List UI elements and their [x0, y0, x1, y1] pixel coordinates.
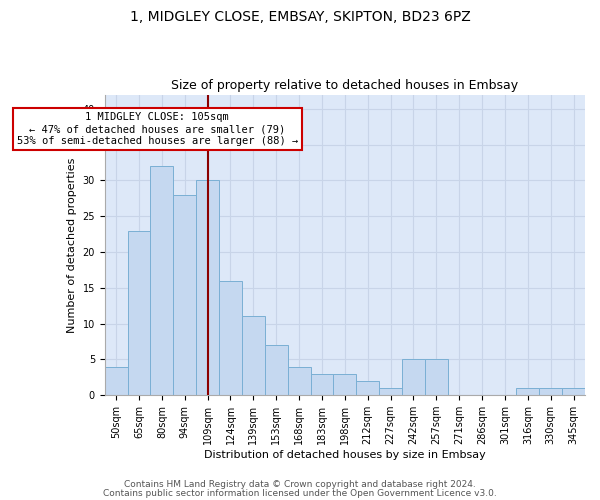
Bar: [334, 374, 356, 395]
Bar: [242, 316, 265, 395]
Bar: [402, 360, 425, 395]
Bar: [562, 388, 585, 395]
Bar: [311, 374, 334, 395]
Text: Contains HM Land Registry data © Crown copyright and database right 2024.: Contains HM Land Registry data © Crown c…: [124, 480, 476, 489]
Y-axis label: Number of detached properties: Number of detached properties: [67, 157, 77, 332]
Bar: [425, 360, 448, 395]
Title: Size of property relative to detached houses in Embsay: Size of property relative to detached ho…: [171, 79, 518, 92]
Bar: [356, 381, 379, 395]
Bar: [151, 166, 173, 395]
Text: 1 MIDGLEY CLOSE: 105sqm
← 47% of detached houses are smaller (79)
53% of semi-de: 1 MIDGLEY CLOSE: 105sqm ← 47% of detache…: [17, 112, 298, 146]
Bar: [517, 388, 539, 395]
Bar: [287, 366, 311, 395]
Bar: [265, 345, 287, 395]
Bar: [539, 388, 562, 395]
Bar: [219, 280, 242, 395]
Bar: [173, 195, 196, 395]
Bar: [104, 366, 128, 395]
Text: Contains public sector information licensed under the Open Government Licence v3: Contains public sector information licen…: [103, 488, 497, 498]
Bar: [196, 180, 219, 395]
Text: 1, MIDGLEY CLOSE, EMBSAY, SKIPTON, BD23 6PZ: 1, MIDGLEY CLOSE, EMBSAY, SKIPTON, BD23 …: [130, 10, 470, 24]
X-axis label: Distribution of detached houses by size in Embsay: Distribution of detached houses by size …: [204, 450, 486, 460]
Bar: [379, 388, 402, 395]
Bar: [128, 230, 151, 395]
